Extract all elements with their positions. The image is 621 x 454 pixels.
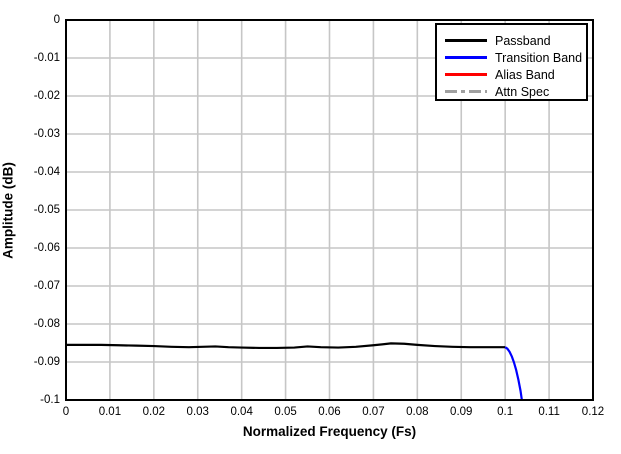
alias-band-line-swatch	[445, 73, 487, 76]
x-tick-label: 0.05	[274, 406, 297, 418]
x-tick-label: 0.02	[142, 406, 166, 418]
legend-item-attn-spec: Attn Spec	[437, 83, 586, 100]
y-tick-label: -0.05	[33, 204, 60, 216]
x-tick-label: 0.07	[362, 406, 385, 418]
x-tick-label: 0.12	[581, 406, 605, 418]
y-axis-title: Amplitude (dB)	[0, 162, 16, 259]
x-tick-label: 0.01	[98, 406, 122, 418]
legend-item-passband: Passband	[437, 32, 586, 49]
transition-band-line-swatch	[445, 56, 487, 59]
legend-label-passband: Passband	[495, 33, 551, 48]
legend-label-transition-band: Transition Band	[495, 50, 583, 65]
y-tick-label: 0	[53, 14, 60, 26]
x-tick-label: 0.09	[450, 406, 473, 418]
legend: Passband Transition Band Alias Band Attn…	[435, 23, 588, 101]
y-tick-label: -0.08	[33, 318, 60, 330]
x-tick-label: 0.11	[538, 406, 560, 418]
y-tick-label: -0.1	[40, 394, 60, 406]
attn-spec-dashdot-line-swatch	[445, 90, 487, 93]
legend-label-attn-spec: Attn Spec	[495, 84, 550, 99]
x-tick-label: 0.04	[230, 406, 253, 418]
passband-line-swatch	[445, 39, 487, 42]
x-axis-title: Normalized Frequency (Fs)	[242, 424, 417, 439]
legend-item-transition-band: Transition Band	[437, 49, 586, 66]
x-tick-label: 0	[62, 406, 70, 418]
legend-label-alias-band: Alias Band	[495, 67, 555, 82]
legend-item-alias-band: Alias Band	[437, 66, 586, 83]
x-tick-label: 0.06	[318, 406, 341, 418]
y-tick-label: -0.03	[33, 128, 60, 140]
x-tick-label: 0.03	[186, 406, 209, 418]
y-tick-label: -0.07	[33, 280, 60, 292]
y-tick-label: -0.01	[33, 52, 60, 64]
x-tick-label: 0.08	[406, 406, 429, 418]
y-tick-label: -0.09	[33, 356, 60, 368]
y-tick-label: -0.06	[33, 242, 60, 254]
x-tick-label: 0.1	[497, 406, 514, 418]
y-tick-label: -0.04	[33, 166, 60, 178]
y-tick-label: -0.02	[33, 90, 60, 102]
